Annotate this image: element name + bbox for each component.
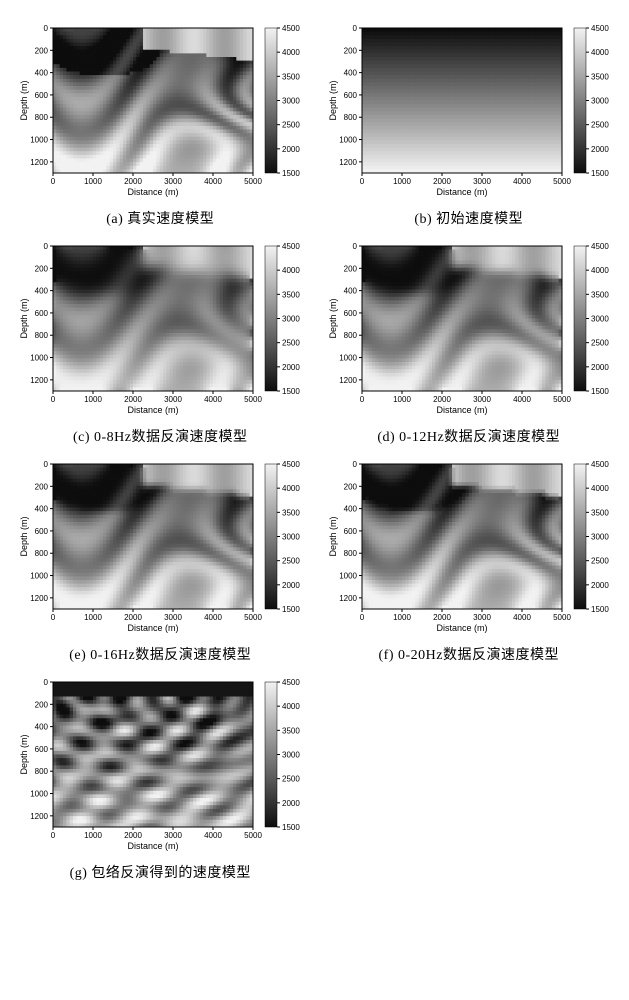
panel-e: 010002000300040005000Distance (m)0200400… [10, 456, 311, 664]
svg-text:0: 0 [44, 24, 49, 33]
panel-a: 0 1000 2000 3000 4000 5000 Distance (m) 0 200 400… [10, 20, 311, 228]
svg-text:Distance (m): Distance (m) [128, 187, 179, 197]
svg-text:0: 0 [352, 24, 357, 33]
svg-text:800: 800 [35, 113, 49, 122]
svg-text:600: 600 [35, 91, 49, 100]
panel-c: 010002000300040005000Distance (m)0200400… [10, 238, 311, 446]
svg-text:1000: 1000 [84, 177, 102, 186]
svg-text:800: 800 [343, 113, 357, 122]
panel-empty [319, 674, 620, 882]
svg-text:4500: 4500 [591, 24, 609, 33]
svg-text:Distance (m): Distance (m) [436, 187, 487, 197]
svg-text:3000: 3000 [591, 97, 609, 106]
svg-text:400: 400 [35, 69, 49, 78]
svg-text:4000: 4000 [513, 177, 531, 186]
svg-text:1200: 1200 [339, 158, 357, 167]
svg-text:1000: 1000 [339, 136, 357, 145]
panel-d: 010002000300040005000Distance (m)0200400… [319, 238, 620, 446]
svg-text:200: 200 [343, 46, 357, 55]
plot-a: 0 1000 2000 3000 4000 5000 Distance (m) 0 200 400… [15, 20, 305, 200]
svg-text:4500: 4500 [282, 24, 300, 33]
svg-text:3000: 3000 [164, 177, 182, 186]
plot-g: 010002000300040005000Distance (m)0200400… [15, 674, 305, 854]
svg-text:600: 600 [343, 91, 357, 100]
svg-text:1000: 1000 [30, 136, 48, 145]
svg-text:2500: 2500 [282, 121, 300, 130]
svg-text:3500: 3500 [591, 72, 609, 81]
svg-text:0: 0 [51, 177, 56, 186]
caption-e: (e) 0-16Hz数据反演速度模型 [69, 644, 251, 664]
svg-text:1500: 1500 [591, 169, 609, 178]
plot-d: 010002000300040005000Distance (m)0200400… [324, 238, 614, 418]
svg-text:0: 0 [360, 177, 365, 186]
svg-text:2000: 2000 [433, 177, 451, 186]
svg-text:5000: 5000 [244, 177, 262, 186]
svg-text:2500: 2500 [591, 121, 609, 130]
svg-text:Depth (m): Depth (m) [328, 80, 338, 120]
caption-d: (d) 0-12Hz数据反演速度模型 [377, 426, 560, 446]
svg-text:Depth (m): Depth (m) [19, 80, 29, 120]
svg-text:1500: 1500 [282, 169, 300, 178]
plot-b: 0 1000 2000 3000 4000 5000 Distance (m) 0 200 400… [324, 20, 614, 200]
svg-text:4000: 4000 [591, 48, 609, 57]
svg-text:3000: 3000 [282, 97, 300, 106]
caption-a: (a) 真实速度模型 [106, 208, 214, 228]
caption-f: (f) 0-20Hz数据反演速度模型 [379, 644, 559, 664]
svg-text:5000: 5000 [553, 177, 571, 186]
svg-text:2000: 2000 [591, 145, 609, 154]
svg-text:3000: 3000 [473, 177, 491, 186]
panel-f: 010002000300040005000Distance (m)0200400… [319, 456, 620, 664]
plot-e: 010002000300040005000Distance (m)0200400… [15, 456, 305, 636]
svg-text:3500: 3500 [282, 72, 300, 81]
plot-c: 010002000300040005000Distance (m)0200400… [15, 238, 305, 418]
svg-text:2000: 2000 [124, 177, 142, 186]
svg-text:1000: 1000 [393, 177, 411, 186]
svg-text:4000: 4000 [204, 177, 222, 186]
caption-c: (c) 0-8Hz数据反演速度模型 [73, 426, 248, 446]
panel-grid: 010002000300040005000Distance (m)0200400… [10, 20, 619, 882]
plot-f: 010002000300040005000Distance (m)0200400… [324, 456, 614, 636]
caption-g: (g) 包络反演得到的速度模型 [70, 862, 251, 882]
panel-g: 010002000300040005000Distance (m)0200400… [10, 674, 311, 882]
svg-text:1200: 1200 [30, 158, 48, 167]
svg-text:400: 400 [343, 69, 357, 78]
panel-b: 0 1000 2000 3000 4000 5000 Distance (m) 0 200 400… [319, 20, 620, 228]
svg-text:4000: 4000 [282, 48, 300, 57]
svg-text:200: 200 [35, 46, 49, 55]
svg-text:2000: 2000 [282, 145, 300, 154]
caption-b: (b) 初始速度模型 [414, 208, 523, 228]
